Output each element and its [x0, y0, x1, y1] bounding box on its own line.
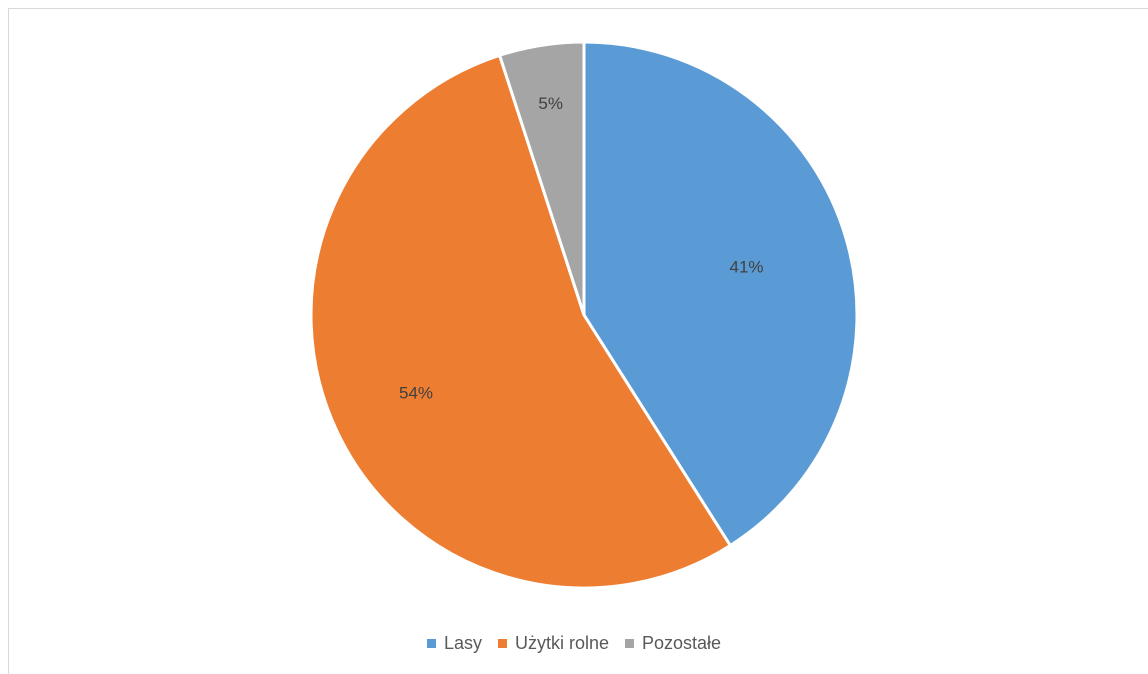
legend-swatch-lasy: [426, 639, 436, 648]
pie-slice-lasy: [582, 40, 859, 548]
legend-label-uzytki-rolne: Użytki rolne: [514, 633, 609, 653]
legend-label-pozostale: Pozostałe: [642, 633, 722, 653]
pie-slice-uzytki-rolne: [309, 53, 732, 590]
pie-data-labels: 41% 54% 5%: [399, 94, 764, 402]
legend-swatch-pozostale: [625, 639, 634, 648]
pie-slice-pozostale: [498, 40, 586, 317]
legend-label-lasy: Lasy: [443, 633, 482, 653]
legend-item-pozostale: Pozostałe: [625, 633, 721, 654]
legend-item-lasy: Lasy: [426, 633, 482, 654]
legend-item-uzytki-rolne: Użytki rolne: [497, 633, 609, 654]
legend: Lasy Użytki rolne Pozostałe: [0, 633, 1148, 654]
data-label-uzytki-rolne: 54%: [399, 384, 433, 403]
data-label-lasy: 41%: [730, 257, 764, 276]
data-label-pozostale: 5%: [538, 94, 563, 113]
legend-swatch-uzytki-rolne: [497, 639, 507, 648]
pie-slices: [309, 40, 859, 590]
